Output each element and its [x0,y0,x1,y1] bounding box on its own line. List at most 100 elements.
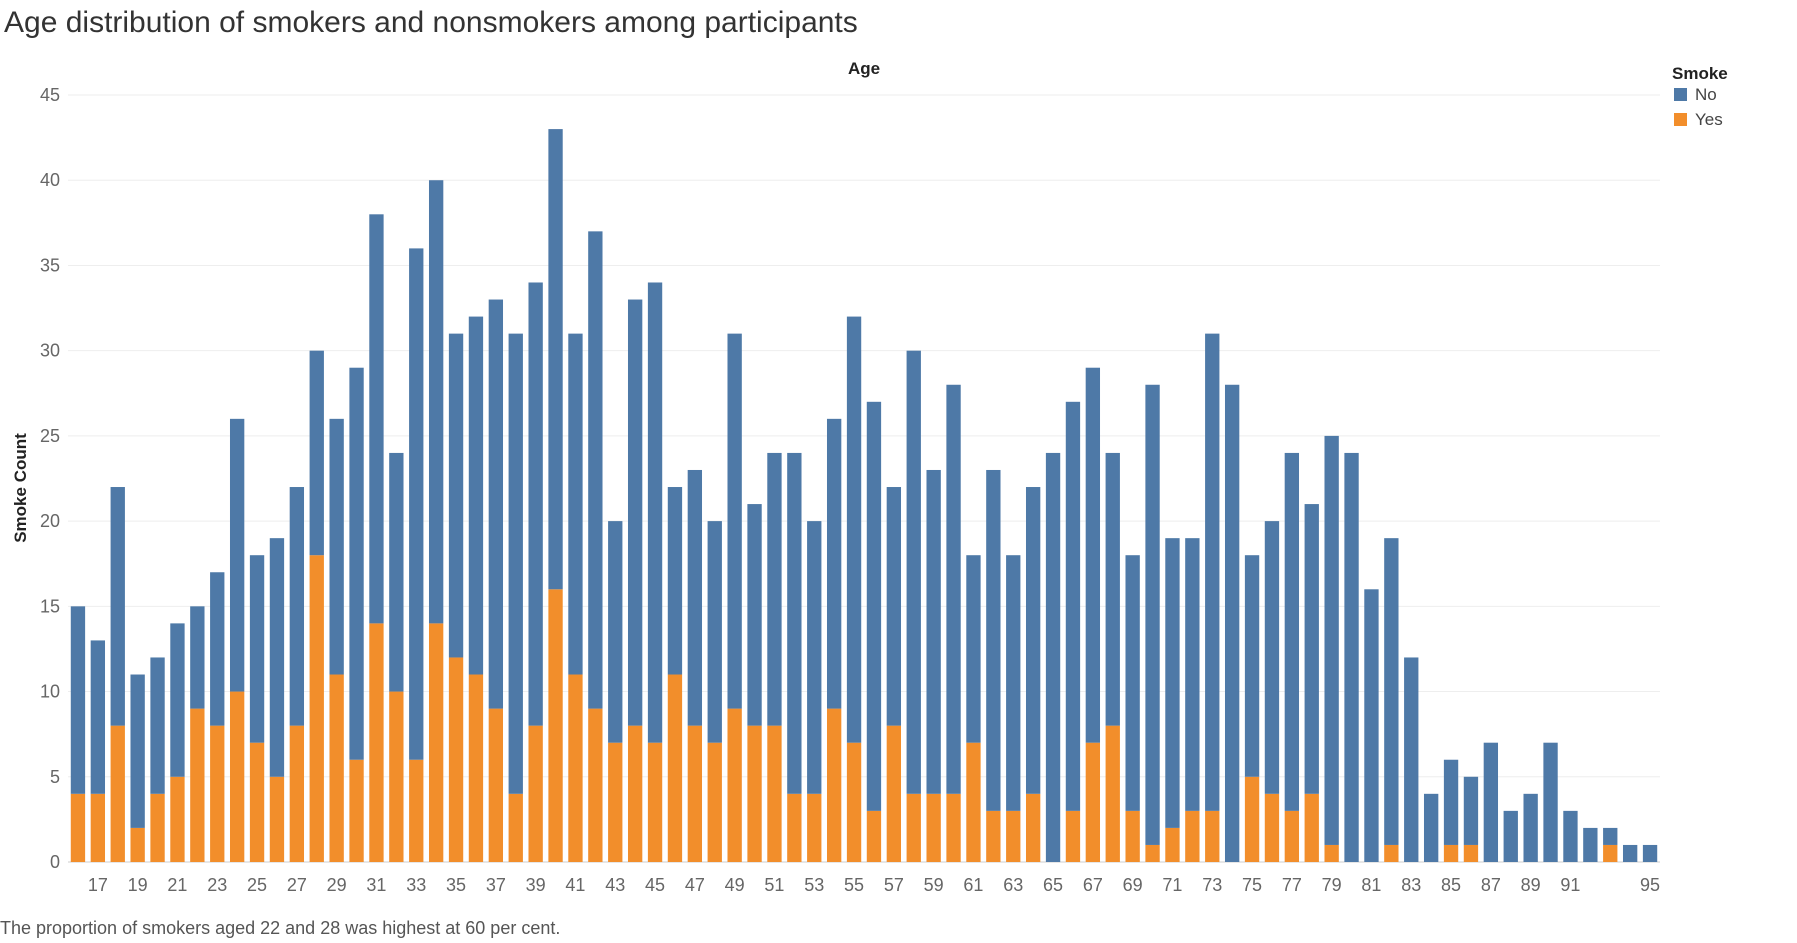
bar-yes-age-59[interactable] [926,793,941,862]
bar-yes-age-38[interactable] [508,793,523,862]
bar-yes-age-56[interactable] [866,810,882,862]
bar-no-age-57[interactable] [886,487,902,726]
bar-no-age-95[interactable] [1642,844,1658,862]
bar-yes-age-76[interactable] [1264,793,1280,862]
bar-no-age-78[interactable] [1304,504,1319,794]
bar-yes-age-51[interactable] [767,725,782,862]
bar-yes-age-75[interactable] [1244,776,1260,862]
bar-yes-age-72[interactable] [1185,810,1200,862]
bar-no-age-65[interactable] [1045,452,1061,862]
bar-yes-age-37[interactable] [488,708,504,862]
bar-no-age-81[interactable] [1364,589,1379,862]
bar-no-age-40[interactable] [548,129,563,590]
bar-no-age-73[interactable] [1205,333,1220,811]
bar-no-age-41[interactable] [568,333,583,675]
bar-no-age-90[interactable] [1543,742,1558,862]
bar-yes-age-68[interactable] [1105,725,1120,862]
bar-yes-age-39[interactable] [528,725,543,862]
bar-yes-age-64[interactable] [1025,793,1041,862]
bar-yes-age-70[interactable] [1145,844,1160,862]
bar-yes-age-52[interactable] [787,793,802,862]
bar-no-age-63[interactable] [1006,555,1021,811]
bar-no-age-84[interactable] [1423,793,1439,862]
bar-no-age-67[interactable] [1085,367,1101,743]
bar-yes-age-29[interactable] [329,674,344,862]
bar-yes-age-49[interactable] [727,708,742,862]
bar-no-age-55[interactable] [846,316,862,743]
bar-no-age-50[interactable] [747,504,762,726]
bar-no-age-52[interactable] [787,452,802,794]
bar-no-age-68[interactable] [1105,452,1120,726]
bar-no-age-72[interactable] [1185,538,1200,811]
bar-yes-age-93[interactable] [1603,844,1618,862]
bar-yes-age-36[interactable] [468,674,484,862]
bar-yes-age-50[interactable] [747,725,762,862]
bar-no-age-61[interactable] [966,555,981,743]
bar-yes-age-25[interactable] [249,742,265,862]
bar-no-age-26[interactable] [269,538,285,777]
bar-yes-age-32[interactable] [389,691,404,862]
bar-yes-age-20[interactable] [150,793,165,862]
bar-yes-age-62[interactable] [986,810,1001,862]
bar-no-age-33[interactable] [409,248,424,760]
bar-yes-age-18[interactable] [110,725,125,862]
bar-no-age-43[interactable] [608,521,623,743]
bar-no-age-44[interactable] [627,299,643,726]
bar-no-age-80[interactable] [1344,452,1359,862]
bar-yes-age-71[interactable] [1165,827,1180,862]
bar-yes-age-45[interactable] [647,742,663,862]
bar-yes-age-82[interactable] [1384,844,1399,862]
bar-yes-age-22[interactable] [190,708,205,862]
bar-no-age-59[interactable] [926,469,941,794]
bar-yes-age-43[interactable] [608,742,623,862]
bar-yes-age-40[interactable] [548,589,563,862]
bar-no-age-49[interactable] [727,333,742,709]
legend[interactable]: Smoke No Yes [1672,64,1728,129]
bar-yes-age-24[interactable] [229,691,245,862]
bar-no-age-53[interactable] [807,521,822,794]
bar-yes-age-48[interactable] [707,742,722,862]
bar-yes-age-33[interactable] [409,759,424,862]
bar-no-age-70[interactable] [1145,384,1160,845]
bar-yes-age-73[interactable] [1205,810,1220,862]
bar-yes-age-47[interactable] [687,725,703,862]
bar-yes-age-46[interactable] [667,674,683,862]
bar-yes-age-57[interactable] [886,725,902,862]
bar-yes-age-85[interactable] [1443,844,1459,862]
bar-no-age-16[interactable] [70,606,86,794]
bar-yes-age-86[interactable] [1463,844,1479,862]
bar-no-age-24[interactable] [229,418,245,692]
bar-yes-age-55[interactable] [846,742,862,862]
bar-no-age-38[interactable] [508,333,523,794]
bar-yes-age-26[interactable] [269,776,285,862]
bar-yes-age-17[interactable] [90,793,106,862]
bar-no-age-54[interactable] [826,418,842,709]
bar-yes-age-67[interactable] [1085,742,1101,862]
bar-no-age-28[interactable] [309,350,324,556]
bar-no-age-19[interactable] [130,674,145,828]
bar-no-age-39[interactable] [528,282,543,726]
bar-yes-age-60[interactable] [946,793,961,862]
bar-yes-age-61[interactable] [966,742,981,862]
bar-no-age-71[interactable] [1165,538,1180,828]
bar-no-age-22[interactable] [190,606,205,709]
bar-no-age-82[interactable] [1384,538,1399,845]
bar-yes-age-34[interactable] [428,623,444,862]
bar-yes-age-27[interactable] [289,725,305,862]
bar-no-age-23[interactable] [210,572,225,726]
bar-yes-age-19[interactable] [130,827,145,862]
bar-no-age-35[interactable] [448,333,464,658]
bar-no-age-60[interactable] [946,384,961,794]
bar-no-age-79[interactable] [1324,435,1339,845]
bar-no-age-45[interactable] [647,282,663,743]
bar-no-age-75[interactable] [1244,555,1260,777]
bar-yes-age-31[interactable] [369,623,384,862]
bar-no-age-34[interactable] [428,180,444,624]
bar-no-age-64[interactable] [1025,487,1041,794]
bar-no-age-85[interactable] [1443,759,1459,845]
bar-no-age-36[interactable] [468,316,484,675]
bar-no-age-48[interactable] [707,521,722,743]
bar-yes-age-53[interactable] [807,793,822,862]
bar-no-age-31[interactable] [369,214,384,624]
bar-no-age-66[interactable] [1065,401,1081,811]
